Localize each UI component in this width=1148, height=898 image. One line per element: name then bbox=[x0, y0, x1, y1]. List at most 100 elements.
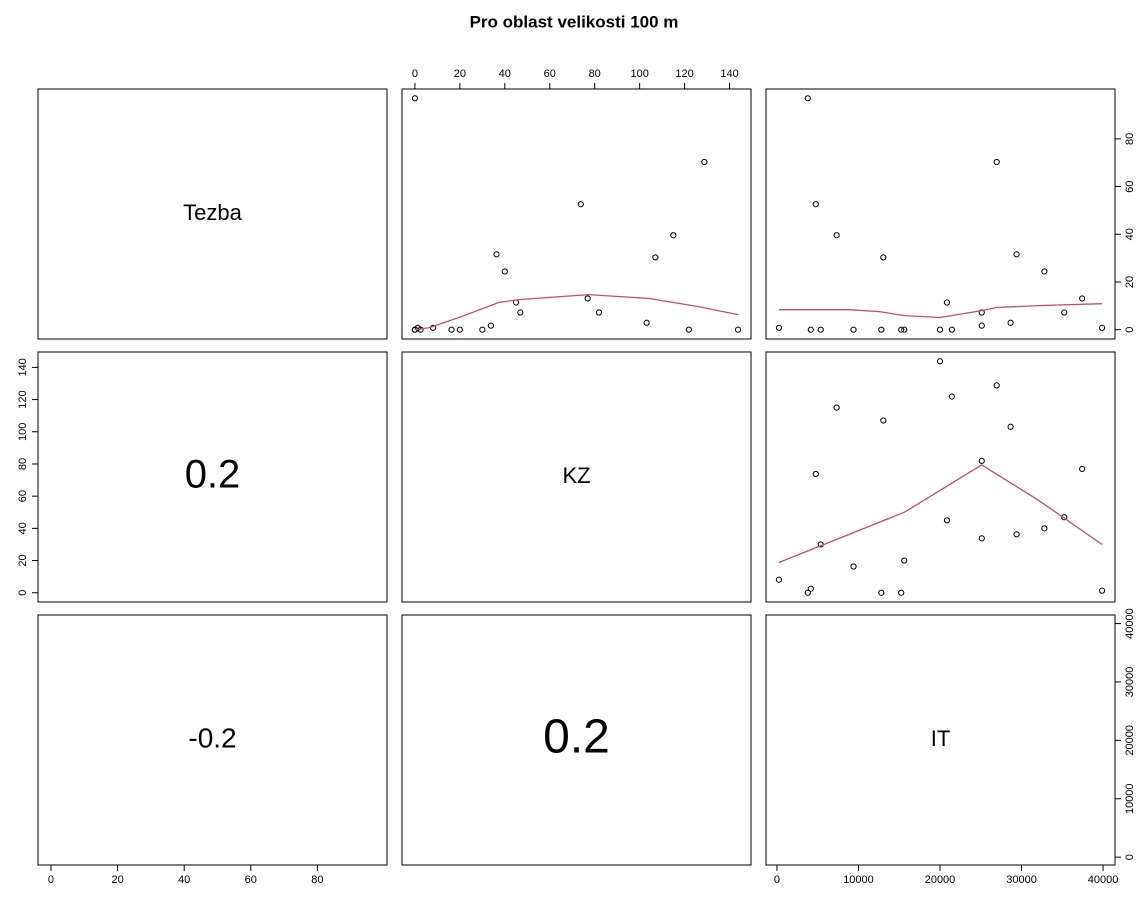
point bbox=[1061, 514, 1068, 521]
point bbox=[1041, 268, 1048, 275]
y-tick-label: 0 bbox=[1124, 327, 1136, 333]
chart-title: Pro oblast velikosti 100 m bbox=[470, 12, 679, 31]
point bbox=[898, 326, 905, 333]
panel-frame bbox=[765, 351, 1116, 603]
point bbox=[901, 326, 908, 333]
point bbox=[448, 326, 455, 333]
x-tick-label: 120 bbox=[675, 68, 693, 80]
point bbox=[898, 589, 905, 596]
point bbox=[493, 251, 500, 258]
x-tick-label: 0 bbox=[48, 874, 54, 886]
smooth-line bbox=[778, 303, 1103, 319]
x-tick-label: 40000 bbox=[1088, 874, 1119, 886]
panel-frame bbox=[401, 351, 752, 603]
y-tick-label: 30000 bbox=[1124, 667, 1136, 698]
x-tick-label: 0 bbox=[774, 874, 780, 886]
y-tick-label: 40 bbox=[1124, 228, 1136, 240]
point bbox=[670, 232, 677, 239]
point bbox=[685, 326, 692, 333]
x-tick-label: 30000 bbox=[1006, 874, 1037, 886]
variable-label: KZ bbox=[562, 463, 590, 488]
point bbox=[978, 535, 985, 542]
y-tick-label: 120 bbox=[17, 390, 29, 408]
point bbox=[1079, 295, 1086, 302]
y-tick-label: 60 bbox=[17, 490, 29, 502]
panel-frame bbox=[401, 88, 752, 340]
point bbox=[775, 324, 783, 331]
point bbox=[804, 95, 811, 102]
x-tick-label: 40 bbox=[499, 68, 511, 80]
correlation-label: -0.2 bbox=[188, 722, 236, 753]
point bbox=[978, 322, 985, 329]
point bbox=[643, 319, 650, 326]
y-tick-label: 60 bbox=[1124, 180, 1136, 192]
point bbox=[878, 589, 885, 596]
x-tick-label: 20 bbox=[454, 68, 466, 80]
y-tick-label: 80 bbox=[17, 458, 29, 470]
point bbox=[878, 326, 885, 333]
x-tick-label: 10000 bbox=[843, 874, 874, 886]
x-tick-label: 80 bbox=[311, 874, 323, 886]
correlation-label: 0.2 bbox=[185, 453, 241, 497]
y-tick-label: 20 bbox=[1124, 276, 1136, 288]
point bbox=[901, 557, 908, 564]
point bbox=[734, 326, 742, 333]
point bbox=[411, 95, 419, 102]
point bbox=[577, 201, 584, 208]
point bbox=[943, 299, 951, 306]
point bbox=[479, 326, 486, 333]
point bbox=[487, 322, 494, 329]
point bbox=[993, 158, 1000, 166]
point bbox=[595, 309, 603, 316]
point bbox=[936, 326, 944, 333]
point bbox=[880, 417, 887, 424]
point bbox=[807, 326, 814, 333]
smooth-line bbox=[778, 464, 1103, 564]
point bbox=[1007, 319, 1014, 326]
point bbox=[1061, 309, 1068, 316]
point bbox=[833, 404, 840, 411]
y-tick-label: 0 bbox=[1124, 854, 1136, 860]
point bbox=[652, 254, 659, 261]
y-tick-label: 40000 bbox=[1124, 608, 1136, 639]
point bbox=[850, 563, 857, 570]
point bbox=[1098, 587, 1106, 594]
point bbox=[775, 576, 783, 583]
smooth-line bbox=[414, 293, 739, 331]
point bbox=[833, 232, 840, 239]
point bbox=[1079, 465, 1086, 473]
x-tick-label: 20000 bbox=[925, 874, 956, 886]
point bbox=[880, 254, 887, 261]
x-tick-label: 60 bbox=[544, 68, 556, 80]
point bbox=[948, 393, 956, 400]
point bbox=[1098, 324, 1106, 331]
x-tick-label: 100 bbox=[630, 68, 648, 80]
point bbox=[701, 158, 708, 166]
point bbox=[501, 268, 508, 275]
point bbox=[1041, 525, 1048, 532]
x-tick-label: 0 bbox=[412, 68, 418, 80]
point bbox=[936, 358, 944, 365]
point bbox=[1013, 531, 1020, 538]
correlation-label: 0.2 bbox=[543, 711, 610, 764]
x-tick-label: 140 bbox=[720, 68, 738, 80]
variable-label: IT bbox=[931, 726, 951, 751]
x-tick-label: 80 bbox=[589, 68, 601, 80]
point bbox=[943, 517, 951, 524]
y-tick-label: 80 bbox=[1124, 133, 1136, 145]
x-tick-label: 40 bbox=[178, 874, 190, 886]
y-tick-label: 10000 bbox=[1124, 783, 1136, 814]
point bbox=[804, 589, 811, 596]
panel-frame bbox=[37, 88, 388, 340]
x-tick-label: 60 bbox=[245, 874, 257, 886]
point bbox=[584, 295, 591, 302]
y-tick-label: 100 bbox=[17, 423, 29, 441]
y-tick-label: 20 bbox=[17, 554, 29, 566]
point bbox=[978, 457, 985, 465]
point bbox=[850, 326, 857, 333]
y-tick-label: 140 bbox=[17, 358, 29, 376]
point bbox=[1013, 251, 1020, 258]
y-tick-label: 0 bbox=[17, 590, 29, 596]
point bbox=[812, 201, 819, 208]
point bbox=[817, 326, 824, 333]
